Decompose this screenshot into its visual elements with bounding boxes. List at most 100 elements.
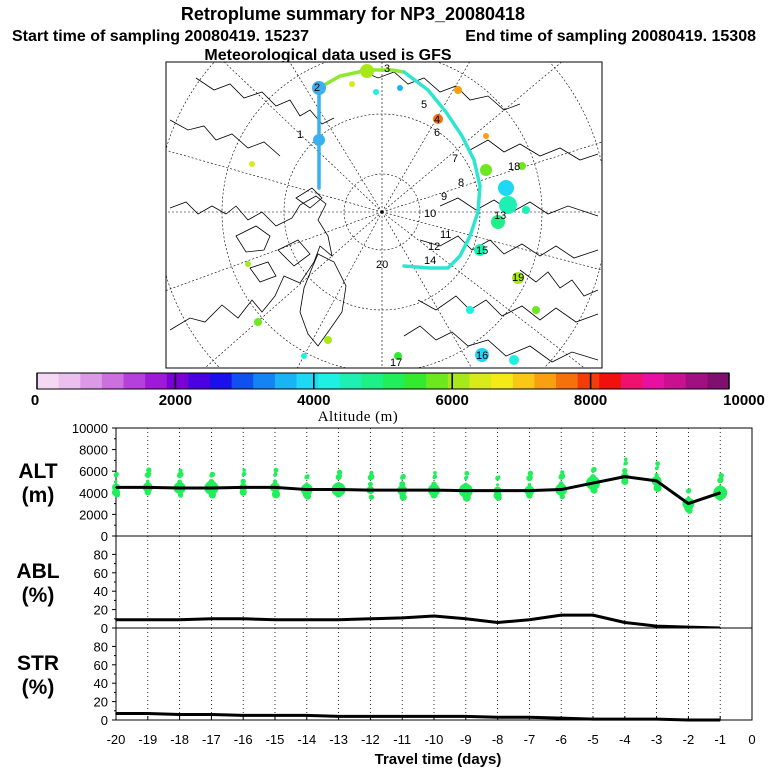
centroid-dot <box>360 64 374 78</box>
day-label: 7 <box>452 153 458 165</box>
panel-frame <box>115 627 753 721</box>
centroid-dot <box>245 261 251 267</box>
colorbar-segment <box>685 373 708 389</box>
x-tick-label: -6 <box>555 732 567 747</box>
altitude-spread-marker <box>146 467 152 473</box>
centroid-dot <box>480 164 492 176</box>
colorbar-segment <box>447 373 470 389</box>
altitude-colorbar: 0 2000 4000 6000 8000 10000 <box>31 372 765 409</box>
altitude-spread-marker <box>686 488 691 494</box>
day-label: 16 <box>476 350 488 362</box>
altitude-spread-marker <box>272 479 278 484</box>
met-data-text: Meteorological data used is GFS <box>204 47 451 64</box>
colorbar-segment <box>664 373 687 389</box>
data-point <box>337 618 340 621</box>
colorbar-tick-label: 2000 <box>159 392 192 409</box>
colorbar-segment <box>599 373 622 389</box>
centroid-dot <box>312 81 326 95</box>
altitude-spread-marker <box>686 496 690 500</box>
colorbar-segment <box>145 373 168 389</box>
altitude-spread-marker <box>527 470 534 477</box>
data-point <box>115 712 117 715</box>
y-tick-label: 60 <box>94 566 108 581</box>
altitude-spread-marker <box>305 482 309 486</box>
data-point <box>687 502 690 505</box>
altitude-spread-marker <box>368 494 375 500</box>
data-point <box>433 489 435 491</box>
centroid-dot <box>475 348 489 362</box>
x-tick-label: -16 <box>234 732 253 747</box>
altitude-spread-marker <box>336 481 341 486</box>
colorbar-segment <box>361 373 384 389</box>
altitude-spread-marker <box>717 477 724 484</box>
day-label: 5 <box>421 99 427 111</box>
colorbar-segment <box>253 373 276 389</box>
altitude-spread-marker <box>335 491 342 498</box>
trajectory-day-labels: 1 2 3 4 5 6 7 8 9 10 11 12 13 14 15 16 1… <box>297 63 524 369</box>
colorbar-segment <box>426 373 449 389</box>
data-point <box>496 489 499 492</box>
polar-map: 1 2 3 4 5 6 7 8 9 10 11 12 13 14 15 16 1… <box>165 61 603 369</box>
meridian <box>381 211 602 271</box>
x-axis-title: Travel time (days) <box>375 751 502 768</box>
meridian <box>381 211 472 368</box>
x-tick-label: -20 <box>107 732 126 747</box>
altitude-spread-marker <box>335 474 342 481</box>
colorbar-segment <box>469 373 492 389</box>
x-tick-label: -5 <box>587 732 599 747</box>
altitude-spread-marker <box>686 507 693 514</box>
colorbar-tick-label: 0 <box>31 392 39 409</box>
data-point <box>369 489 372 491</box>
data-point <box>210 618 213 620</box>
altitude-spread-marker <box>432 476 436 480</box>
altitude-spread-marker <box>464 476 468 481</box>
colorbar-tick-label: 4000 <box>297 392 330 409</box>
x-tick-label: -12 <box>361 732 380 747</box>
altitude-spread-marker <box>336 469 343 475</box>
figure-title: Retroplume summary for NP3_20080418 <box>181 4 525 24</box>
altitude-spread-marker <box>431 481 437 487</box>
centroid-dot <box>499 196 517 214</box>
end-time-text: End time of sampling 20080419. 15308 <box>465 28 756 45</box>
centroid-dot <box>324 336 332 344</box>
data-point <box>592 482 594 484</box>
data-point <box>560 614 562 616</box>
altitude-spread-marker <box>559 493 565 500</box>
day-label: 8 <box>458 177 464 189</box>
colorbar-segment <box>296 373 319 389</box>
centroid-dot <box>466 306 474 314</box>
mean-line-abl <box>116 613 721 630</box>
data-point <box>242 714 244 717</box>
panel-ylabel-unit: (%) <box>22 676 55 699</box>
day-label: 2 <box>314 82 320 94</box>
centroid-dot <box>512 272 524 284</box>
data-point <box>147 712 149 715</box>
data-point <box>465 489 467 492</box>
data-point <box>401 489 404 491</box>
start-time-text: Start time of sampling 20080419. 15237 <box>12 28 309 45</box>
meridian <box>381 211 585 368</box>
centroid-dot <box>254 318 262 326</box>
colorbar-segment <box>166 373 189 389</box>
x-tick-label: -11 <box>393 732 411 747</box>
colorbar-segment <box>188 373 211 389</box>
altitude-spread-marker <box>526 492 533 499</box>
day-label: 10 <box>424 208 436 220</box>
coastline-greenland <box>299 253 347 347</box>
day-label: 15 <box>476 245 488 257</box>
colorbar-tick-label: 8000 <box>574 392 607 409</box>
data-point <box>433 615 435 617</box>
altitude-spread-marker <box>144 489 151 496</box>
altitude-spread-marker <box>242 468 246 472</box>
altitude-spread-marker <box>400 475 405 480</box>
colorbar-segment <box>58 373 81 389</box>
altitude-spread-marker <box>495 494 502 501</box>
coastline-alaska <box>169 77 335 157</box>
altitude-spread-marker <box>558 474 564 480</box>
data-point <box>528 618 531 621</box>
meridian <box>381 62 563 213</box>
altitude-spread-marker <box>367 474 374 481</box>
colorbar-title: Altitude (m) <box>318 409 399 425</box>
trajectory-segment-cyan <box>402 70 482 270</box>
